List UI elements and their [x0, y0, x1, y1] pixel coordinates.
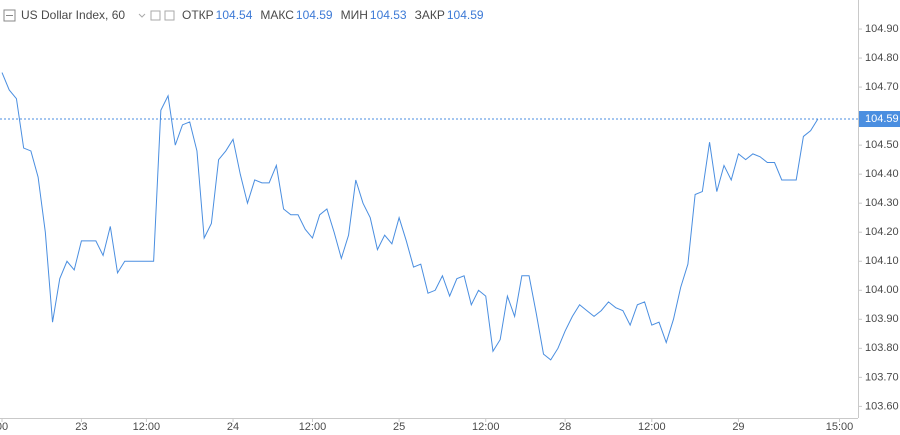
- header-label: МАКС: [260, 8, 294, 22]
- x-tick-label: 25: [393, 421, 405, 433]
- header-value: 104.59: [296, 8, 333, 22]
- y-tick-label: 103.90: [865, 313, 899, 325]
- chart-title: US Dollar Index, 60: [21, 8, 125, 22]
- dropdown-icon[interactable]: [138, 13, 146, 18]
- x-tick-label: 29: [732, 421, 744, 433]
- header-label: МИН: [341, 8, 368, 22]
- menu-icon[interactable]: [3, 9, 16, 22]
- y-tick-label: 104.80: [865, 52, 899, 64]
- x-tick-label: 12:00: [299, 421, 327, 433]
- y-tick-label: 104.90: [865, 23, 899, 35]
- header-value: 104.54: [216, 8, 253, 22]
- y-tick-label: 104.00: [865, 284, 899, 296]
- x-tick-label: 12:00: [133, 421, 161, 433]
- y-tick-label: 103.80: [865, 342, 899, 354]
- y-tick-label: 104.30: [865, 197, 899, 209]
- last-price-label: 104.59: [865, 113, 899, 125]
- x-tick-label: 15:00: [826, 421, 854, 433]
- close-icon[interactable]: [164, 10, 175, 21]
- x-tick-label: 12:00: [638, 421, 666, 433]
- header-label: ОТКР: [182, 8, 214, 22]
- y-tick-label: 104.20: [865, 226, 899, 238]
- x-tick-label: 28: [559, 421, 571, 433]
- y-tick-label: 104.10: [865, 255, 899, 267]
- x-tick-label: 23: [75, 421, 87, 433]
- y-tick-label: 103.70: [865, 371, 899, 383]
- last-price-box: [859, 111, 900, 128]
- header-label: ЗАКР: [415, 8, 445, 22]
- x-tick-label: 00: [0, 421, 8, 433]
- header-value: 104.59: [447, 8, 484, 22]
- price-line: [1, 72, 819, 361]
- x-tick-label: 12:00: [472, 421, 500, 433]
- header-value: 104.53: [370, 8, 407, 22]
- settings-icon[interactable]: [150, 10, 161, 21]
- y-tick-label: 104.70: [865, 81, 899, 93]
- x-tick-label: 24: [227, 421, 239, 433]
- y-tick-label: 104.50: [865, 139, 899, 151]
- y-tick-label: 103.60: [865, 400, 899, 412]
- y-tick-label: 104.40: [865, 168, 899, 180]
